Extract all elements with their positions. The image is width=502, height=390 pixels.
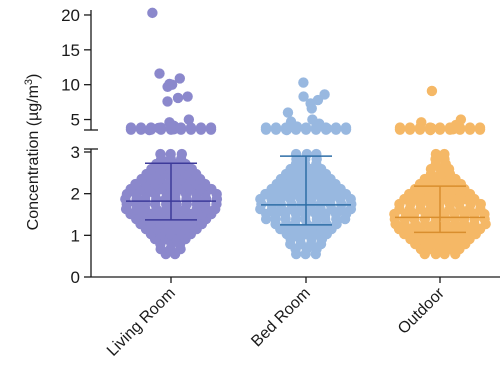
- data-point: [260, 122, 272, 133]
- data-point: [270, 122, 282, 133]
- data-point: [298, 77, 309, 88]
- data-point: [340, 122, 352, 133]
- y-axis-label: Concentration (µg/m3): [23, 74, 42, 231]
- data-point: [301, 148, 313, 160]
- y-tick-label-upper: 5: [71, 111, 80, 130]
- data-point: [474, 122, 486, 133]
- data-points: [120, 7, 491, 260]
- data-point: [306, 103, 317, 114]
- data-point: [280, 122, 292, 133]
- data-point: [125, 122, 137, 133]
- data-point: [320, 122, 332, 133]
- data-point: [176, 148, 188, 160]
- data-point: [145, 122, 157, 133]
- data-point: [464, 122, 476, 133]
- data-point: [454, 122, 466, 133]
- data-point: [430, 148, 442, 160]
- data-point: [162, 96, 173, 107]
- data-point: [155, 148, 166, 160]
- y-tick-label-upper: 10: [61, 76, 80, 95]
- data-point: [165, 122, 177, 133]
- y-axis-label-superscript: 3: [23, 79, 35, 85]
- data-point: [444, 122, 456, 133]
- x-tick-label: Living Room: [104, 285, 179, 360]
- data-point: [282, 107, 294, 118]
- data-point: [298, 91, 309, 102]
- data-point: [310, 122, 322, 133]
- data-point: [172, 92, 184, 104]
- y-tick-label-upper: 20: [61, 6, 80, 25]
- data-point: [185, 122, 197, 133]
- data-point: [394, 122, 406, 133]
- data-point: [183, 114, 195, 125]
- y-tick-label-upper: 15: [61, 41, 80, 60]
- data-point: [434, 122, 446, 133]
- x-tick-label: Bed Room: [248, 285, 313, 350]
- data-point: [165, 148, 176, 160]
- data-point: [195, 122, 207, 133]
- data-point: [290, 148, 302, 160]
- data-point: [175, 122, 187, 133]
- data-point: [174, 73, 186, 84]
- series-points-living-room: [120, 7, 223, 260]
- summary-outdoor: [395, 185, 485, 234]
- summary-bed-room: [261, 155, 351, 226]
- y-tick-label-lower: 1: [71, 226, 80, 245]
- data-point: [404, 122, 416, 133]
- data-point: [439, 148, 450, 160]
- data-point: [182, 91, 193, 102]
- data-point: [205, 122, 217, 133]
- data-point: [414, 122, 426, 133]
- data-point: [424, 122, 436, 133]
- data-point: [290, 122, 302, 133]
- summary-bars: [126, 155, 485, 234]
- data-point: [135, 122, 147, 133]
- y-axis-label-main: Concentration (µg/m: [25, 85, 42, 230]
- y-axis-label-close: ): [25, 74, 42, 79]
- data-point: [300, 122, 312, 133]
- y-tick-label-lower: 2: [71, 185, 80, 204]
- data-point: [311, 148, 322, 160]
- data-point: [147, 7, 158, 19]
- data-point: [154, 68, 165, 79]
- data-point: [330, 122, 342, 133]
- data-point: [155, 122, 167, 133]
- x-tick-label: Outdoor: [395, 284, 448, 337]
- data-point: [426, 85, 438, 97]
- series-points-outdoor: [389, 85, 491, 260]
- y-tick-label-lower: 3: [71, 143, 80, 162]
- y-tick-label-lower: 0: [71, 268, 80, 287]
- summary-living-room: [126, 162, 216, 221]
- data-point: [162, 81, 173, 92]
